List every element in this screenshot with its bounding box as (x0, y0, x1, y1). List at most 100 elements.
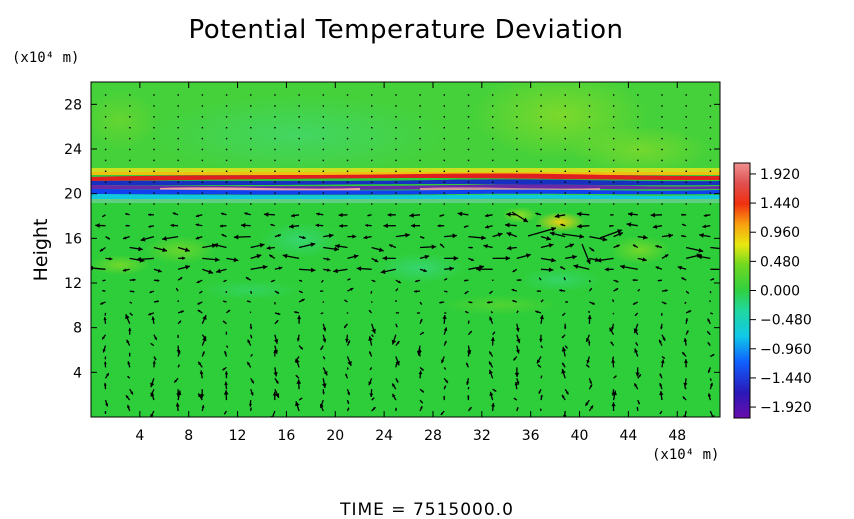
wind-vector (540, 192, 542, 194)
wind-vector (104, 137, 107, 140)
field-blob (260, 222, 340, 258)
wind-vector (368, 336, 373, 346)
wind-vector (536, 224, 542, 227)
wind-vector (368, 378, 373, 386)
wind-vector (709, 300, 711, 303)
wind-vector (178, 256, 186, 260)
wind-vector (223, 390, 229, 401)
wind-vector (612, 148, 615, 151)
wind-vector (177, 116, 179, 118)
wind-vector (150, 388, 155, 397)
wind-vector (346, 367, 349, 370)
wind-vector (250, 407, 252, 412)
wind-vector (492, 388, 497, 393)
wind-vector (201, 148, 204, 151)
x-tick-label: 8 (184, 428, 193, 444)
wind-vector (347, 254, 359, 260)
wind-vector (290, 213, 300, 218)
wind-vector (637, 127, 639, 129)
wind-vector (585, 334, 590, 343)
wind-vector (382, 255, 396, 261)
wind-vector (516, 192, 518, 194)
wind-vector (346, 170, 349, 172)
colorbar-tick-label: −0.960 (760, 342, 812, 358)
wind-vector (320, 312, 324, 315)
wind-vector (294, 356, 300, 363)
wind-vector (709, 290, 712, 294)
wind-vector (540, 235, 552, 241)
wind-vector (657, 279, 663, 282)
wind-vector (491, 181, 494, 183)
wind-vector (274, 266, 283, 271)
wind-vector (369, 389, 374, 398)
wind-vector (707, 393, 712, 401)
wind-vector (685, 105, 687, 107)
y-axis: 4 8 12 16 20 24 28 (64, 97, 720, 381)
wind-vector (220, 212, 227, 216)
wind-vector (685, 246, 704, 253)
wind-vector (250, 116, 252, 118)
x-tick-label: 32 (473, 428, 491, 444)
wind-vector (222, 366, 227, 371)
wind-vector (201, 94, 204, 96)
wind-vector (369, 367, 373, 371)
wind-vector (633, 323, 639, 334)
wind-vector (612, 192, 615, 194)
wind-vector (223, 410, 228, 415)
wind-vector (612, 170, 615, 172)
wind-vector (588, 148, 591, 151)
wind-vector (250, 203, 252, 205)
wind-vector (685, 148, 687, 151)
wind-vector (250, 170, 252, 172)
wind-vector (395, 377, 399, 383)
wind-vector (588, 159, 591, 162)
wind-vector (709, 137, 712, 140)
wind-vector (612, 159, 615, 162)
wind-vector (709, 148, 712, 151)
wind-vector (274, 94, 276, 96)
wind-vector (439, 243, 445, 248)
x-tick-label: 44 (619, 428, 637, 444)
wind-vector (346, 127, 349, 129)
wind-vector (468, 301, 473, 304)
wind-vector (699, 233, 711, 238)
wind-vector (709, 378, 712, 381)
wind-vector (467, 192, 470, 194)
wind-vector (371, 397, 375, 401)
wind-vector (683, 378, 688, 387)
wind-vector (320, 345, 324, 351)
wind-vector (506, 212, 517, 217)
wind-vector (661, 253, 669, 259)
wind-vector (129, 301, 133, 304)
wind-vector (274, 127, 276, 129)
wind-vector (465, 362, 469, 368)
field-blob (440, 295, 560, 315)
wind-vector (246, 361, 252, 368)
wind-vector (661, 192, 663, 194)
wind-vector (539, 334, 543, 343)
wind-vector (322, 170, 325, 172)
wind-vector (225, 203, 228, 205)
wind-vector (535, 212, 542, 216)
wind-vector (196, 279, 203, 284)
wind-vector (221, 233, 227, 238)
wind-vector (516, 378, 520, 385)
wind-vector (226, 309, 231, 314)
wind-vector (588, 181, 591, 183)
wind-vector (685, 159, 687, 162)
wind-vector (610, 214, 614, 216)
wind-vector (346, 399, 350, 405)
wind-vector (516, 181, 518, 183)
wind-vector (636, 406, 639, 412)
wind-vector (250, 243, 265, 249)
wind-vector (563, 323, 567, 330)
wind-vector (540, 170, 542, 172)
wind-vector (536, 290, 541, 293)
wind-vector (172, 212, 179, 216)
wind-vector (296, 334, 300, 342)
wind-vector (323, 233, 334, 239)
wind-vector (346, 181, 349, 183)
wind-vector (443, 159, 446, 162)
wind-vector (105, 257, 113, 261)
wind-vector (248, 400, 253, 407)
